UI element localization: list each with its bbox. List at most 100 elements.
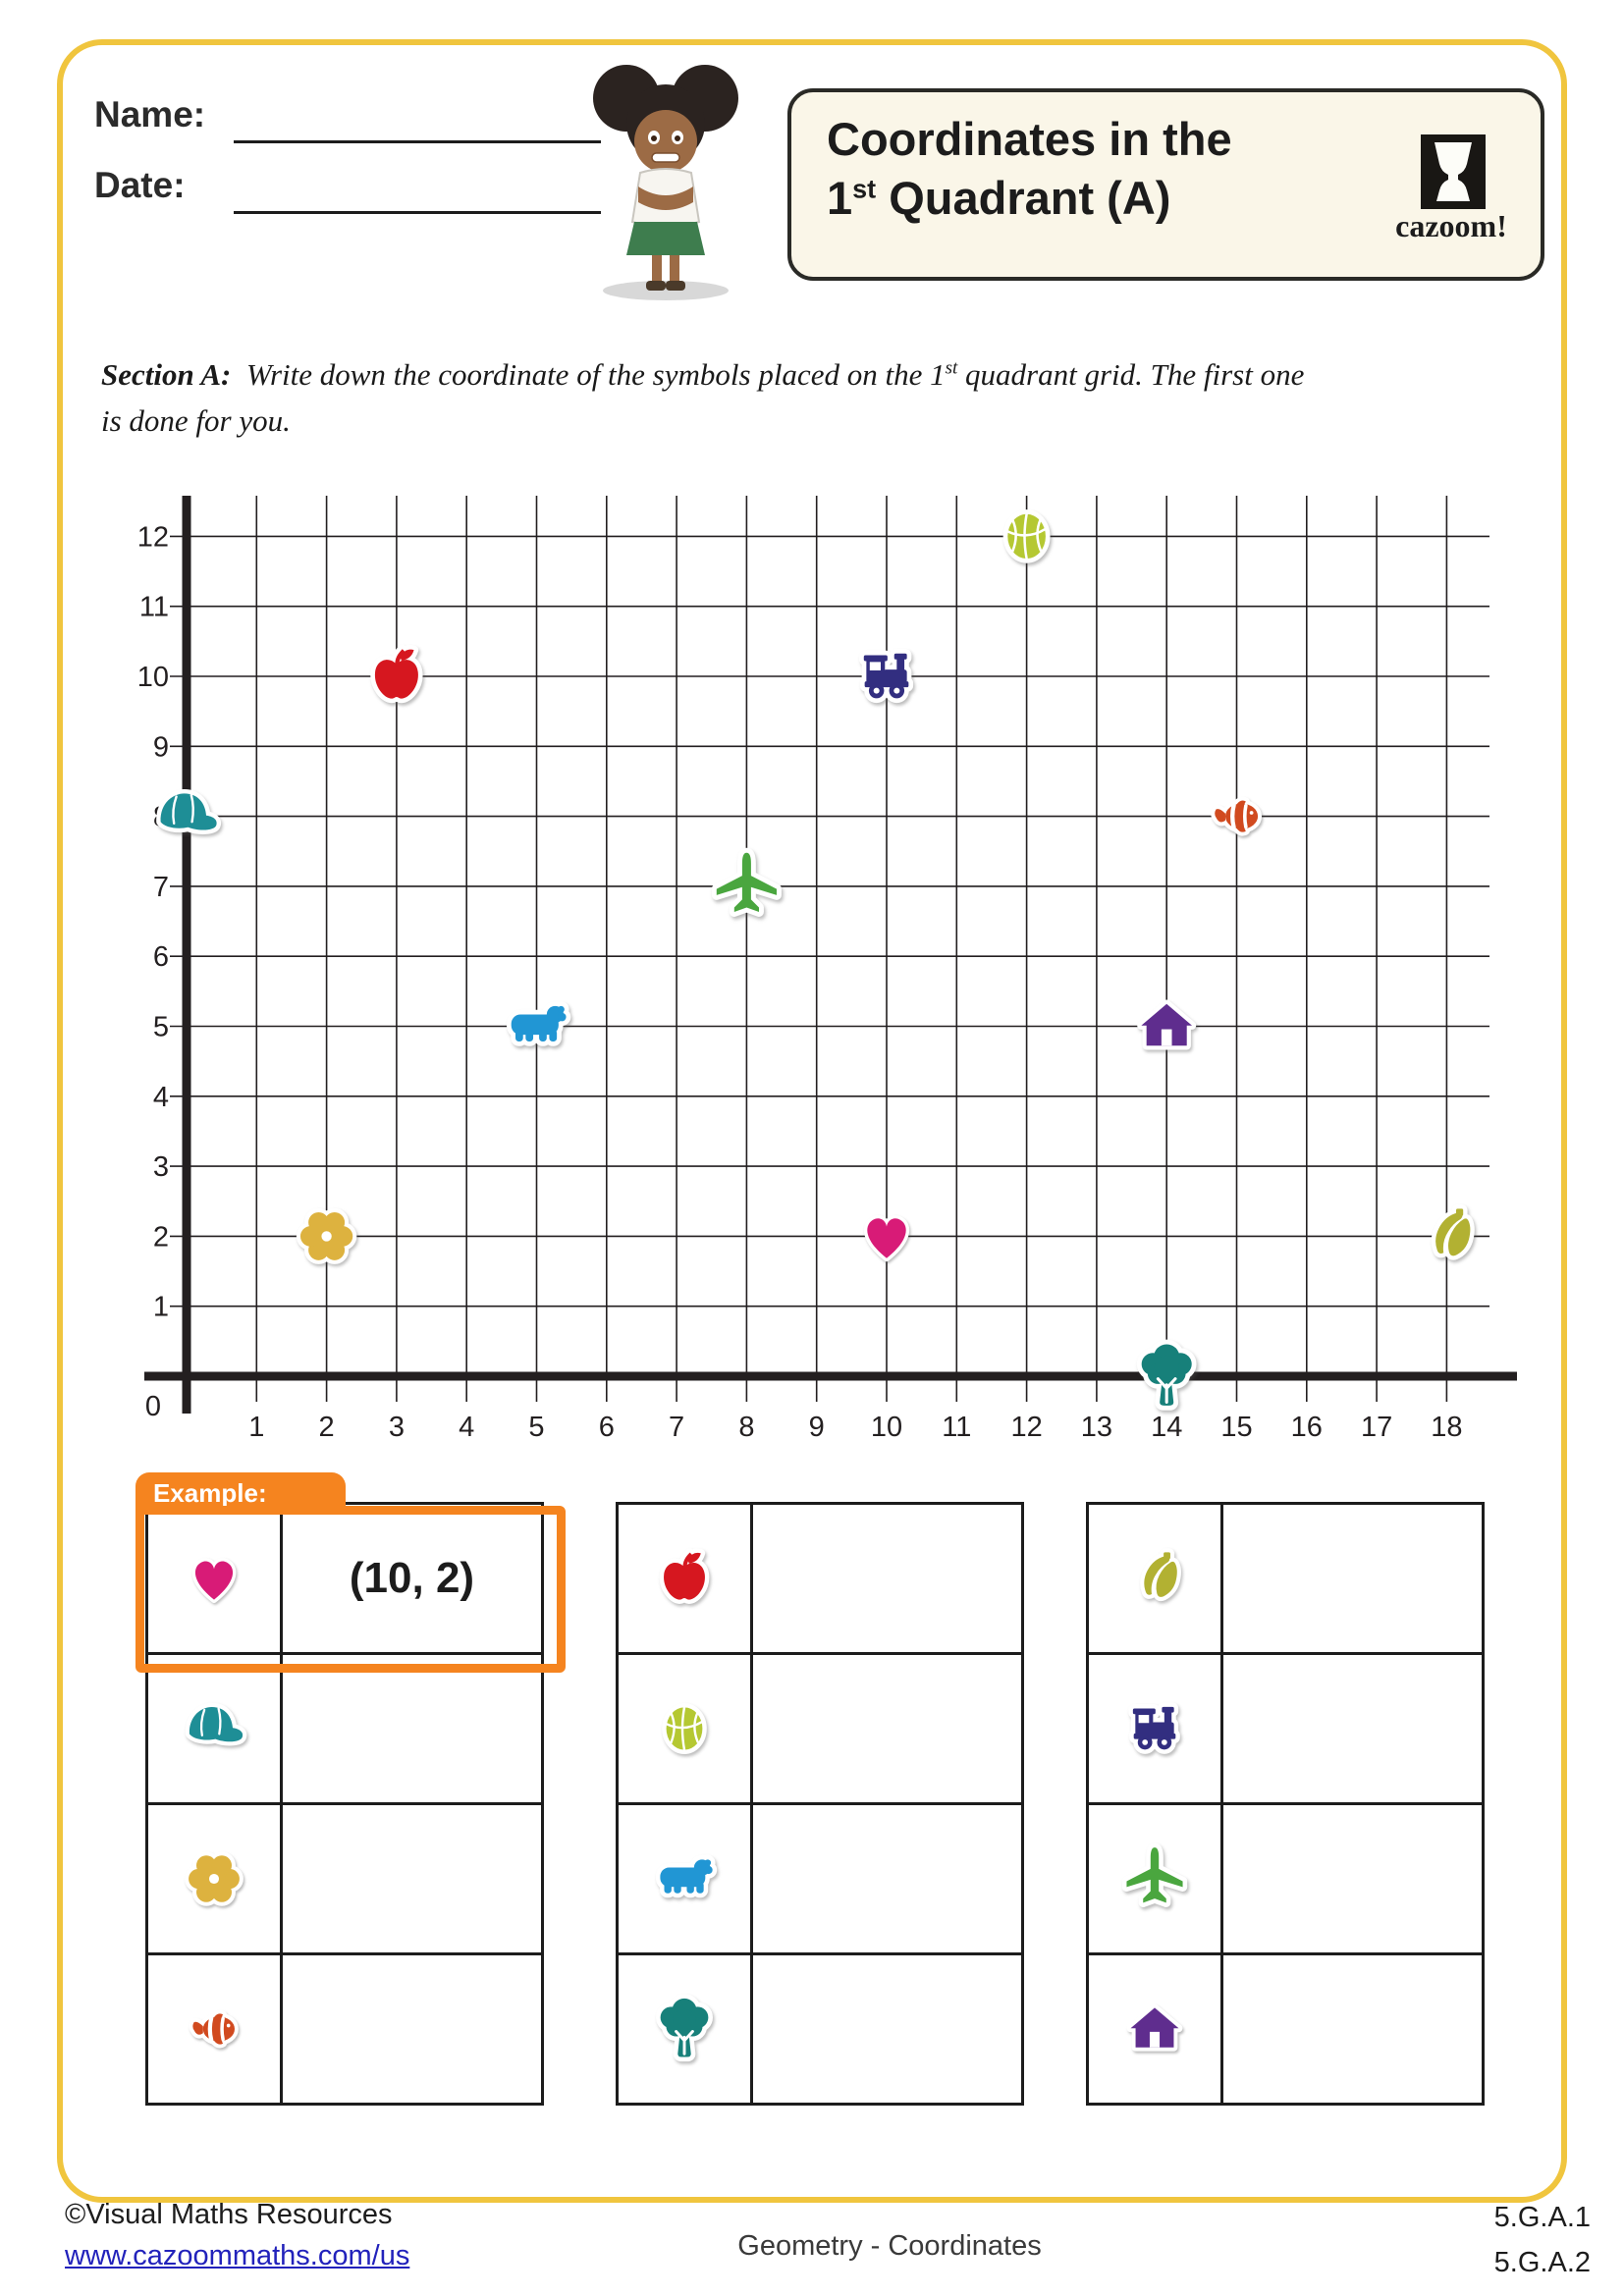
- y-axis-label: 1: [153, 1292, 169, 1323]
- grid-lines: [170, 496, 1489, 1402]
- grid-symbol-bananas: [1435, 1208, 1470, 1255]
- answer-cell: [1223, 1805, 1482, 1952]
- symbol-cell-airplane: [1089, 1805, 1223, 1952]
- grid-symbol-airplane: [717, 853, 777, 912]
- grid-points: [161, 514, 1471, 1406]
- x-axis-label: 15: [1220, 1412, 1252, 1443]
- x-axis-label: 11: [942, 1412, 971, 1443]
- table-row: [619, 1505, 1021, 1655]
- x-axis-label: 4: [459, 1412, 474, 1443]
- footer-topic: Geometry - Coordinates: [737, 2230, 1042, 2262]
- y-axis-label: 4: [153, 1082, 169, 1113]
- answer-cell: [1223, 1505, 1482, 1652]
- symbol-cell-apple: [619, 1505, 753, 1652]
- y-axis-label: 11: [139, 592, 169, 623]
- airplane-icon: [1113, 1838, 1196, 1920]
- table-row: [148, 1655, 541, 1805]
- answer-cell: [1223, 1655, 1482, 1802]
- train-icon: [1114, 1688, 1195, 1769]
- bear-icon: [644, 1839, 725, 1919]
- table-row: [148, 1955, 541, 2103]
- x-axis-label: 7: [669, 1412, 684, 1443]
- cazoom-logo-icon: [1421, 134, 1486, 209]
- answer-table-1: (10, 2): [145, 1502, 544, 2106]
- apple-icon: [645, 1539, 724, 1618]
- footer-standards: 5.G.A.1 5.G.A.2: [1379, 2195, 1591, 2285]
- heart-icon: [185, 1549, 244, 1608]
- example-tab: Example:: [135, 1472, 346, 1514]
- grid-symbol-bear: [512, 1006, 567, 1041]
- answer-table-2: [616, 1502, 1024, 2106]
- basketball-icon: [645, 1689, 724, 1768]
- answer-cell: [283, 1955, 541, 2103]
- answer-cell: [1223, 1955, 1482, 2103]
- x-axis-label: 2: [319, 1412, 335, 1443]
- flower-icon: [179, 1843, 249, 1914]
- footer-copyright: ©Visual Maths Resources: [65, 2199, 393, 2230]
- symbol-cell-basketball: [619, 1655, 753, 1802]
- standard-1: 5.G.A.1: [1493, 2202, 1591, 2233]
- grid-symbol-flower: [300, 1212, 352, 1260]
- grid-symbol-tree: [1142, 1344, 1192, 1405]
- x-axis-label: 10: [871, 1412, 902, 1443]
- footer-url-link[interactable]: www.cazoommaths.com/us: [65, 2240, 410, 2271]
- x-axis-label: 14: [1151, 1412, 1182, 1443]
- grid-symbol-train: [864, 654, 909, 699]
- grid-symbol-cap: [161, 793, 217, 829]
- answer-cell: [283, 1805, 541, 1952]
- x-axis-label: 8: [738, 1412, 754, 1443]
- table-row: (10, 2): [148, 1505, 541, 1655]
- symbol-cell-bear: [619, 1805, 753, 1952]
- y-axis-label: 6: [153, 941, 169, 973]
- symbol-cell-flower: [148, 1805, 283, 1952]
- date-input-line: [234, 211, 601, 214]
- symbol-cell-tree: [619, 1955, 753, 2103]
- cazoom-logo-text: cazoom!: [1395, 208, 1507, 243]
- x-axis-label: 1: [248, 1412, 264, 1443]
- cartoon-girl-illustration: [593, 65, 738, 300]
- answer-cell: [753, 1655, 1021, 1802]
- grid-symbol-fish: [1215, 801, 1258, 832]
- axis-labels: 0123456789101112131415161718123456789101…: [137, 521, 1463, 1443]
- origin-label: 0: [145, 1391, 161, 1422]
- table-row: [1089, 1655, 1482, 1805]
- y-axis-label: 7: [153, 872, 169, 903]
- table-row: [1089, 1955, 1482, 2103]
- x-axis-label: 16: [1291, 1412, 1323, 1443]
- x-axis-label: 13: [1081, 1412, 1112, 1443]
- symbol-cell-fish: [148, 1955, 283, 2103]
- x-axis-label: 3: [389, 1412, 405, 1443]
- answer-cell: (10, 2): [349, 1554, 475, 1602]
- y-axis-label: 12: [137, 521, 169, 553]
- y-axis-label: 2: [153, 1221, 169, 1253]
- y-axis-label: 10: [137, 662, 169, 693]
- symbol-cell-heart: [148, 1505, 283, 1652]
- x-axis-label: 5: [528, 1412, 544, 1443]
- page-title: Coordinates in the 1st Quadrant (A): [827, 113, 1232, 224]
- coordinate-grid: 0123456789101112131415161718123456789101…: [137, 496, 1517, 1443]
- grid-symbol-basketball: [1007, 514, 1046, 559]
- name-input-line: [234, 140, 601, 143]
- table-row: [1089, 1505, 1482, 1655]
- grid-symbol-house: [1141, 1004, 1192, 1046]
- answer-table-3: [1086, 1502, 1485, 2106]
- x-axis-label: 6: [599, 1412, 615, 1443]
- symbol-cell-bananas: [1089, 1505, 1223, 1652]
- x-axis-label: 9: [809, 1412, 825, 1443]
- y-axis-label: 5: [153, 1012, 169, 1043]
- table-row: [619, 1805, 1021, 1955]
- answer-cell: [753, 1505, 1021, 1652]
- answer-cell: [753, 1805, 1021, 1952]
- table-row: [619, 1655, 1021, 1805]
- house-icon: [1119, 1994, 1190, 2064]
- cap-icon: [177, 1691, 251, 1766]
- grid-symbol-apple: [375, 649, 418, 698]
- name-label: Name:: [94, 94, 206, 134]
- table-row: [619, 1955, 1021, 2103]
- date-label: Date:: [94, 165, 186, 205]
- standard-2: 5.G.A.2: [1493, 2247, 1591, 2278]
- symbol-cell-house: [1089, 1955, 1223, 2103]
- symbol-cell-cap: [148, 1655, 283, 1802]
- bananas-icon: [1117, 1541, 1192, 1616]
